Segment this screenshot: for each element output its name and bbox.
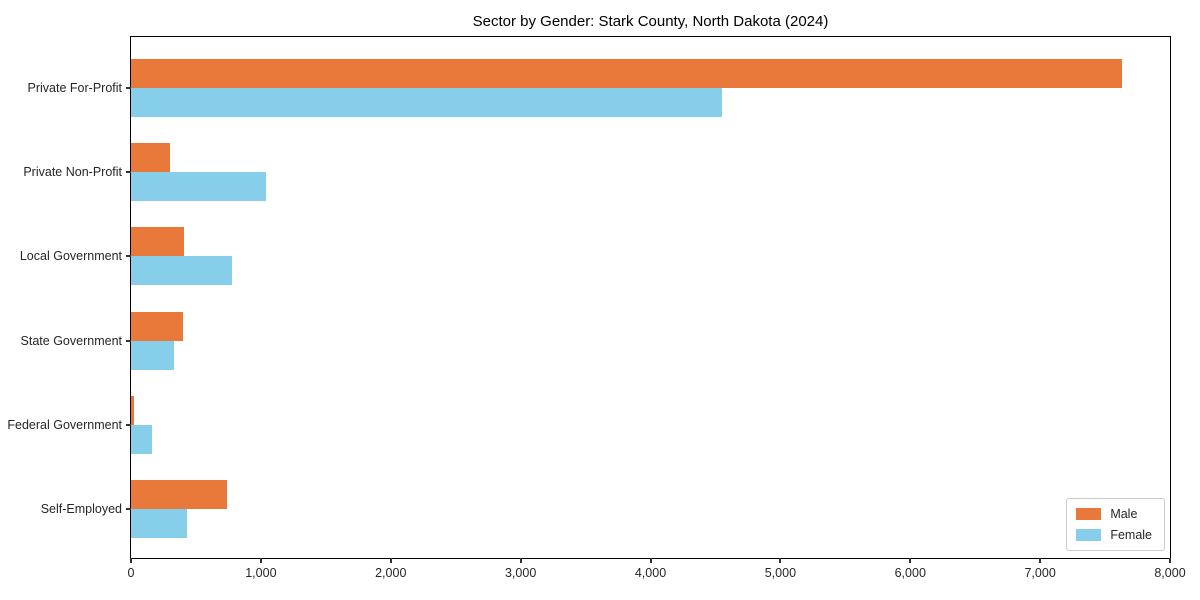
x-tick-mark [1169, 558, 1171, 563]
y-tick-mark [126, 339, 131, 342]
bar-male-self-employed [131, 480, 228, 509]
x-tick-mark [1039, 558, 1042, 563]
legend-swatch-male [1076, 508, 1102, 520]
bar-male-private-non-profit [131, 143, 170, 173]
y-tick-mark [126, 171, 131, 174]
x-tick-label-4: 4,000 [634, 566, 667, 580]
x-tick-mark [389, 558, 392, 563]
x-tick-mark [130, 558, 132, 563]
x-tick-label-0: 0 [127, 566, 135, 580]
x-tick-label-1: 1,000 [245, 566, 277, 580]
legend-item-female: Female [1076, 528, 1152, 542]
y-tick-mark [126, 87, 131, 89]
y-tick-mark [126, 255, 131, 258]
x-tick-label-8: 8,000 [1154, 566, 1186, 580]
y-tick-label-local-government: Local Government [19, 249, 122, 264]
y-tick-label-self-employed: Self-Employed [40, 502, 122, 516]
x-tick-label-5: 5,000 [764, 566, 797, 580]
y-tick-label-private-for-profit: Private For-Profit [27, 81, 122, 95]
bar-male-local-government [131, 227, 185, 257]
y-tick-mark [126, 508, 131, 510]
legend-label-male: Male [1110, 507, 1138, 521]
x-tick-label-6: 6,000 [894, 566, 926, 580]
x-tick-mark [779, 558, 782, 563]
legend: Male Female [1066, 498, 1165, 551]
chart-title: Sector by Gender: Stark County, North Da… [472, 13, 829, 30]
bar-female-state-government [131, 340, 174, 370]
legend-swatch-female [1076, 529, 1102, 541]
legend-item-male: Male [1076, 507, 1152, 521]
y-tick-label-private-non-profit: Private Non-Profit [23, 165, 122, 180]
x-tick-mark [649, 558, 652, 563]
plot-area: Male Female Private For-Profit Private Non… [7, 36, 1186, 580]
legend-label-female: Female [1110, 528, 1152, 542]
bar-male-federal-government [131, 395, 134, 425]
y-tick-label-state-government: State Government [20, 333, 122, 348]
x-tick-mark [519, 558, 522, 563]
x-tick-mark [909, 558, 912, 563]
x-tick-label-7: 7,000 [1024, 566, 1056, 580]
bar-female-local-government [131, 256, 233, 286]
y-tick-mark [126, 423, 131, 426]
bar-female-self-employed [131, 509, 187, 538]
bar-male-private-for-profit [131, 59, 1122, 88]
bar-female-private-non-profit [131, 172, 267, 202]
bar-male-state-government [131, 311, 183, 341]
bar-female-federal-government [131, 424, 153, 454]
x-tick-label-3: 3,000 [504, 566, 537, 580]
x-tick-label-2: 2,000 [375, 566, 407, 580]
bar-female-private-for-profit [131, 88, 722, 117]
x-tick-mark [259, 558, 262, 563]
y-tick-label-federal-government: Federal Government [7, 417, 122, 432]
